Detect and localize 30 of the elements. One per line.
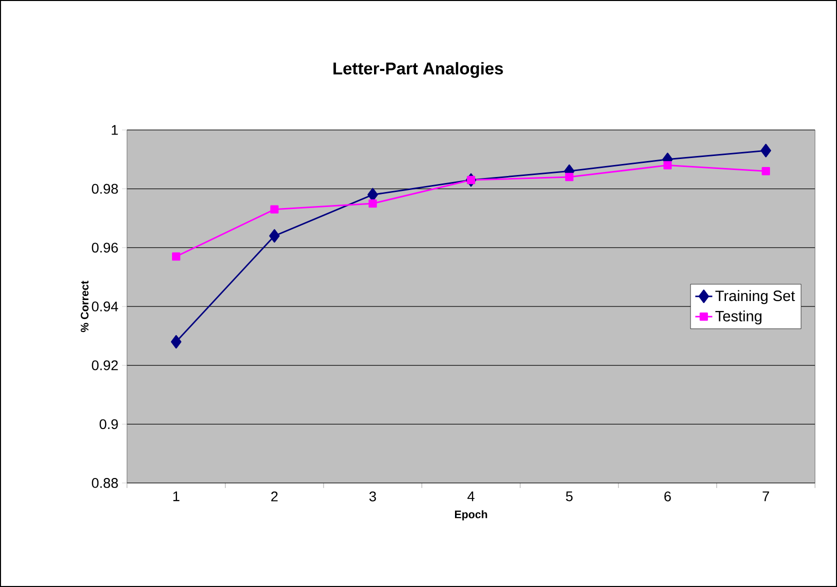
x-tick-label: 7	[762, 492, 770, 502]
y-tick-label: 1	[112, 125, 118, 135]
y-tick-label: 0.92	[92, 360, 118, 370]
x-axis-title: Epoch	[455, 510, 488, 520]
point	[663, 161, 672, 170]
y-tick-label: 0.94	[92, 302, 118, 312]
x-tick-label: 5	[566, 492, 573, 502]
x-tick-label: 2	[271, 491, 278, 502]
point	[170, 335, 182, 349]
x-tick-label: 1	[173, 492, 180, 502]
point	[760, 144, 772, 158]
x-tick-label: 6	[664, 491, 671, 502]
y-axis-title: % Correct	[80, 280, 89, 332]
point	[466, 176, 476, 184]
point	[270, 205, 279, 214]
y-tick-label: 0.96	[92, 242, 118, 253]
point	[565, 172, 574, 182]
point	[368, 199, 377, 208]
legend-label: Training Set	[715, 290, 795, 304]
x-tick-label: 4	[467, 492, 474, 502]
chart-title: Letter-Part Analogies	[334, 62, 503, 78]
point	[269, 229, 280, 243]
x-tick-label: 3	[369, 491, 376, 502]
y-tick-label: 0.88	[92, 478, 118, 488]
point	[762, 167, 770, 176]
point	[172, 252, 180, 261]
y-tick-label: 0.9	[100, 419, 118, 430]
point	[367, 188, 378, 202]
y-tick-label: 0.98	[92, 184, 118, 194]
legend-label: Testing	[715, 310, 762, 324]
